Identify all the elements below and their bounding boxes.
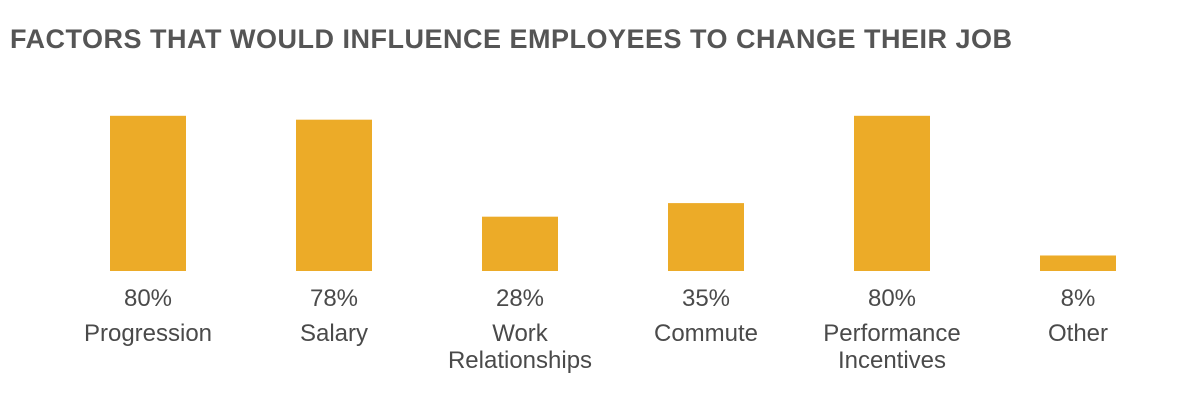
chart-title: FACTORS THAT WOULD INFLUENCE EMPLOYEES T… [10,24,1013,54]
value-label: 78% [309,285,359,312]
category-label: Performance Incentives [823,320,961,374]
category-label: Progression [83,320,213,347]
value-label: 80% [123,285,173,312]
value-label: 35% [681,285,731,312]
value-label: 28% [495,285,545,312]
value-label: 8% [1060,285,1096,312]
category-label: Salary [299,320,369,347]
bar [482,216,558,271]
category-label: Work Relationships [447,320,593,374]
bar [296,119,372,272]
bar [1040,255,1116,271]
value-label: 80% [867,285,917,312]
category-label: Commute [653,320,759,347]
bar [668,203,744,271]
bar [854,115,930,271]
bar [110,115,186,271]
category-label: Other [1047,320,1109,347]
